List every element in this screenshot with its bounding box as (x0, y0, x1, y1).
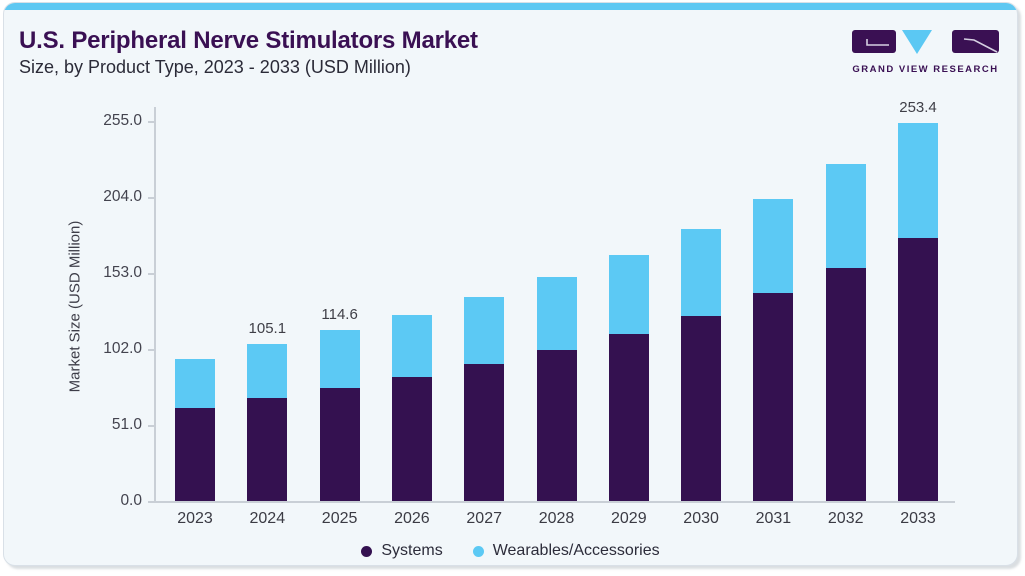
y-tick-mark (148, 197, 154, 199)
y-tick-label: 204.0 (103, 188, 142, 205)
y-tick-mark (148, 121, 154, 123)
x-tick-label-2031: 2031 (755, 510, 792, 527)
page-subtitle: Size, by Product Type, 2023 - 2033 (USD … (19, 57, 411, 77)
chart-legend: Systems Wearables/Accessories (4, 542, 1017, 560)
page-title: U.S. Peripheral Nerve Stimulators Market (19, 27, 478, 54)
legend-item-systems: Systems (361, 542, 443, 560)
logo-text: GRAND VIEW RESEARCH (852, 64, 999, 75)
y-tick-label: 102.0 (103, 340, 142, 357)
legend-label: Systems (381, 542, 443, 559)
bar-segment-systems-2025 (319, 387, 360, 501)
bar-segment-wearables-accessories-2026 (391, 314, 432, 377)
x-tick-label-2029: 2029 (611, 510, 647, 527)
y-axis-line (154, 107, 156, 501)
chart-card: U.S. Peripheral Nerve Stimulators Market… (3, 2, 1018, 566)
grand-view-research-logo: GRAND VIEW RESEARCH (852, 29, 999, 75)
bar-segment-wearables-accessories-2031 (753, 198, 794, 294)
y-tick-label: 0.0 (120, 492, 142, 509)
x-axis-line (154, 501, 955, 503)
y-axis-title: Market Size (USD Million) (66, 220, 84, 393)
y-tick-mark (148, 501, 154, 503)
bar-segment-systems-2026 (391, 376, 432, 501)
bar-segment-systems-2030 (681, 315, 722, 501)
bar-segment-systems-2029 (608, 334, 649, 501)
logo-r-glyph (963, 38, 998, 53)
bar-total-label-2024: 105.1 (248, 320, 287, 338)
bar-total-label-2025: 114.6 (321, 306, 358, 324)
bar-segment-wearables-accessories-2024 (247, 344, 288, 399)
y-tick-mark (148, 273, 154, 275)
y-tick-mark (148, 349, 154, 351)
logo-v-triangle (902, 30, 932, 54)
x-tick-label-2032: 2032 (827, 510, 864, 527)
bar-segment-systems-2033 (898, 238, 938, 501)
bar-segment-systems-2023 (175, 407, 215, 501)
y-tick-mark (148, 425, 154, 427)
logo-g-glyph (866, 39, 889, 46)
y-tick-label: 51.0 (111, 416, 142, 433)
x-tick-label-2030: 2030 (683, 510, 719, 527)
x-tick-label-2024: 2024 (249, 510, 286, 527)
x-tick-label-2025: 2025 (321, 510, 358, 527)
bar-segment-systems-2024 (247, 398, 288, 501)
stacked-bar-chart: Market Size (USD Million) 0.0 51.0 102.0 15… (4, 3, 1017, 565)
bar-segment-systems-2032 (825, 268, 866, 501)
logo-g-block (852, 30, 896, 53)
y-tick-label: 255.0 (103, 112, 142, 129)
legend-label: Wearables/Accessories (492, 542, 660, 559)
y-tick-label: 153.0 (103, 264, 142, 281)
x-tick-label-2028: 2028 (538, 510, 575, 527)
bar-segment-wearables-accessories-2025 (319, 330, 360, 388)
legend-item-wearables-accessories: Wearables/Accessories (472, 542, 660, 560)
x-tick-label-2026: 2026 (394, 510, 430, 527)
bar-segment-wearables-accessories-2033 (898, 123, 938, 239)
x-tick-label-2033: 2033 (900, 510, 936, 527)
bar-segment-wearables-accessories-2029 (608, 254, 649, 335)
bar-segment-systems-2031 (753, 293, 794, 501)
bar-segment-wearables-accessories-2023 (175, 359, 215, 408)
x-tick-label-2023: 2023 (177, 510, 213, 527)
bar-segment-systems-2027 (464, 364, 505, 501)
bar-segment-systems-2028 (536, 349, 577, 501)
bar-segment-wearables-accessories-2032 (825, 164, 866, 269)
x-tick-label-2027: 2027 (466, 510, 502, 527)
bar-segment-wearables-accessories-2027 (464, 297, 505, 365)
bar-segment-wearables-accessories-2028 (536, 277, 577, 350)
legend-swatch-icon (472, 545, 484, 557)
bar-segment-wearables-accessories-2030 (681, 228, 722, 316)
bar-total-label-2033: 253.4 (899, 99, 937, 117)
gvr-logo-mark (852, 30, 999, 54)
top-accent-bar (4, 3, 1017, 10)
legend-swatch-icon (361, 545, 373, 557)
